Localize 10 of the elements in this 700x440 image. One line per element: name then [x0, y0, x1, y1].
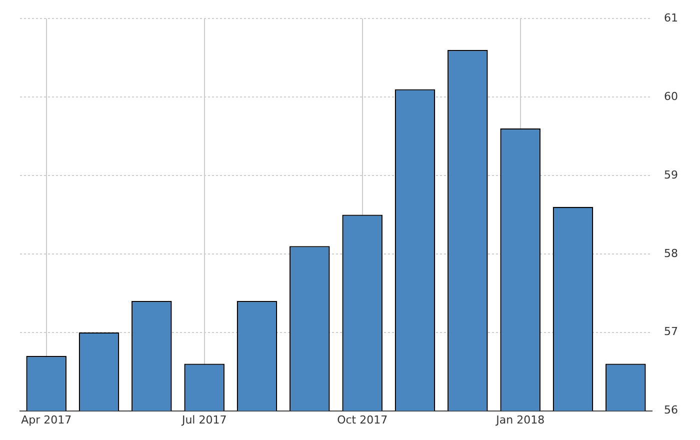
- y-tick-label: 60: [664, 90, 678, 103]
- x-tick-label: Apr 2017: [21, 413, 72, 426]
- x-tick-label: Jul 2017: [180, 413, 227, 426]
- y-tick-label: 58: [664, 246, 678, 260]
- y-tick-label: 57: [664, 325, 678, 338]
- y-tick-label: 56: [664, 404, 678, 417]
- x-tick-label: Jan 2018: [495, 413, 545, 426]
- x-tick-label: Oct 2017: [337, 413, 388, 426]
- y-tick-label: 59: [664, 168, 678, 182]
- y-tick-label: 61: [664, 11, 678, 24]
